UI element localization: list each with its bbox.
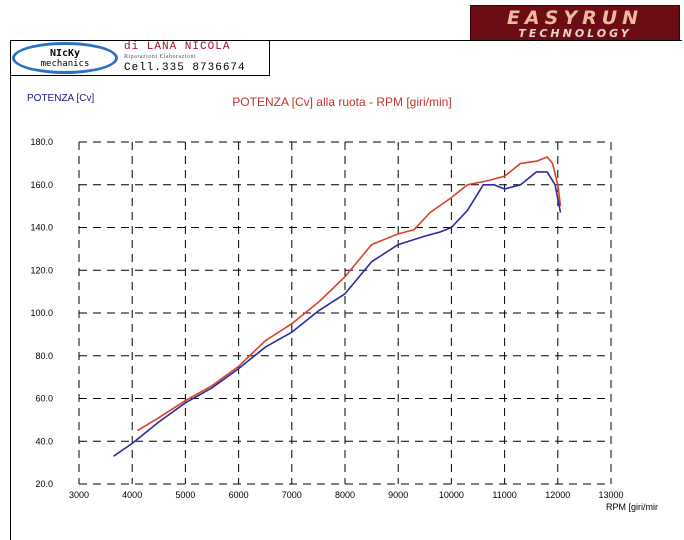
brand-tagline: TECHNOLOGY xyxy=(518,27,632,40)
y-tick-label: 20.0 xyxy=(35,479,53,489)
x-tick-label: 5000 xyxy=(175,490,195,500)
y-tick-label: 120.0 xyxy=(30,265,53,275)
logo-line-1: NIcKy xyxy=(49,48,81,59)
shop-services: Riparazioni Elaborazioni xyxy=(124,54,197,60)
chart-title: POTENZA [Cv] alla ruota - RPM [giri/min] xyxy=(232,95,452,109)
x-tick-label: 4000 xyxy=(122,490,142,500)
y-tick-label: 60.0 xyxy=(35,394,53,404)
x-axis-title: RPM [giri/mir xyxy=(606,502,658,512)
brand-banner: EASYRUN TECHNOLOGY xyxy=(470,5,680,41)
x-tick-label: 8000 xyxy=(335,490,355,500)
power-curve-1 xyxy=(137,156,562,432)
power-curve-2 xyxy=(113,171,562,457)
y-axis-title: POTENZA [Cv] xyxy=(27,93,95,104)
shop-phone: Cell.335 8736674 xyxy=(124,62,246,74)
x-tick-label: 11000 xyxy=(492,490,516,500)
chart-frame xyxy=(10,40,682,540)
x-tick-label: 9000 xyxy=(388,490,408,500)
brand-name: EASYRUN xyxy=(506,7,644,29)
y-tick-label: 160.0 xyxy=(30,180,53,190)
x-tick-label: 7000 xyxy=(282,490,302,500)
x-tick-label: 13000 xyxy=(598,490,623,500)
x-tick-label: 3000 xyxy=(69,490,89,500)
y-tick-label: 100.0 xyxy=(30,308,53,318)
shop-logo: NIcKy mechanics xyxy=(12,42,118,74)
y-tick-label: 80.0 xyxy=(35,351,53,361)
x-tick-label: 10000 xyxy=(439,490,464,500)
x-tick-label: 6000 xyxy=(229,490,249,500)
y-tick-label: 180.0 xyxy=(30,137,53,147)
y-tick-label: 40.0 xyxy=(35,436,53,446)
x-tick-label: 12000 xyxy=(545,490,570,500)
shop-header: NIcKy mechanics di LANA NICOLA Riparazio… xyxy=(10,40,270,76)
logo-line-2: mechanics xyxy=(40,59,90,69)
shop-owner: di LANA NICOLA xyxy=(124,41,231,53)
y-tick-label: 140.0 xyxy=(30,223,53,233)
